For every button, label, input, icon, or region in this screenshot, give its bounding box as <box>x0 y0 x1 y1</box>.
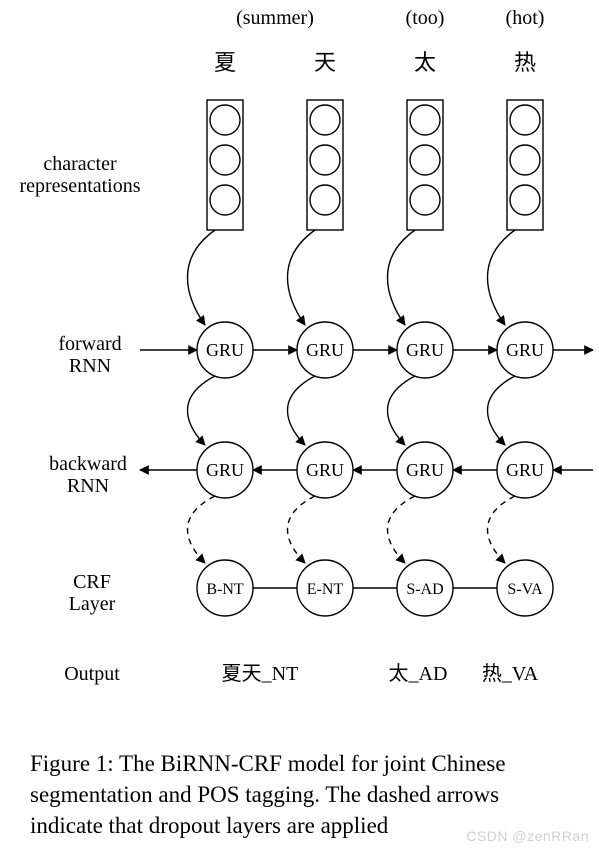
solid-arrow <box>288 230 316 325</box>
solid-arrow <box>188 230 216 325</box>
backward-gru-label: GRU <box>506 460 544 480</box>
english-label: (hot) <box>506 7 545 29</box>
dropout-arrow <box>288 496 316 563</box>
dropout-arrow <box>388 496 416 563</box>
char-rep-circle <box>210 185 240 215</box>
birnn-crf-diagram: (summer) (too) (hot) 夏 天 太 热 characterrepresent… <box>0 0 599 740</box>
chinese-char: 热 <box>514 50 536 75</box>
row-label: RNN <box>67 475 109 497</box>
row-label: representations <box>19 175 140 197</box>
solid-arrow <box>288 376 316 445</box>
char-rep-circle <box>310 145 340 175</box>
char-rep-box <box>407 100 443 230</box>
chinese-char: 夏 <box>214 50 236 75</box>
solid-arrow <box>488 376 516 445</box>
row-label: character <box>43 153 117 175</box>
row-label: backward <box>49 453 127 475</box>
backward-gru-label: GRU <box>306 460 344 480</box>
dropout-arrow <box>188 496 216 563</box>
english-label: (summer) <box>236 7 314 29</box>
chinese-char: 天 <box>314 50 336 75</box>
forward-gru-label: GRU <box>406 340 444 360</box>
char-rep-circle <box>410 185 440 215</box>
crf-label: B-NT <box>206 581 244 598</box>
watermark-text: CSDN @zenRRan <box>466 828 589 844</box>
char-rep-circle <box>310 105 340 135</box>
forward-gru-label: GRU <box>206 340 244 360</box>
backward-gru-label: GRU <box>206 460 244 480</box>
chinese-char: 太 <box>414 50 436 75</box>
forward-gru-label: GRU <box>506 340 544 360</box>
char-rep-circle <box>410 145 440 175</box>
english-label: (too) <box>406 7 445 29</box>
row-label: Output <box>64 663 120 685</box>
crf-label: S-AD <box>406 581 443 598</box>
char-rep-circle <box>510 105 540 135</box>
row-label: forward <box>58 333 121 355</box>
crf-label: E-NT <box>307 581 344 598</box>
crf-label: S-VA <box>507 581 543 598</box>
char-rep-box <box>307 100 343 230</box>
row-label: RNN <box>69 355 111 377</box>
output-token: 夏天_NT <box>222 663 299 685</box>
char-rep-circle <box>510 185 540 215</box>
solid-arrow <box>488 230 516 325</box>
row-label: Layer <box>69 593 116 615</box>
char-rep-box <box>207 100 243 230</box>
char-rep-circle <box>210 145 240 175</box>
char-rep-circle <box>410 105 440 135</box>
solid-arrow <box>388 230 416 325</box>
char-rep-circle <box>210 105 240 135</box>
forward-gru-label: GRU <box>306 340 344 360</box>
output-token: 太_AD <box>389 662 448 685</box>
char-rep-box <box>507 100 543 230</box>
char-rep-circle <box>510 145 540 175</box>
output-token: 热_VA <box>482 662 539 685</box>
dropout-arrow <box>488 496 516 563</box>
char-rep-circle <box>310 185 340 215</box>
row-label: CRF <box>73 571 111 593</box>
backward-gru-label: GRU <box>406 460 444 480</box>
solid-arrow <box>188 376 216 445</box>
solid-arrow <box>388 376 416 445</box>
